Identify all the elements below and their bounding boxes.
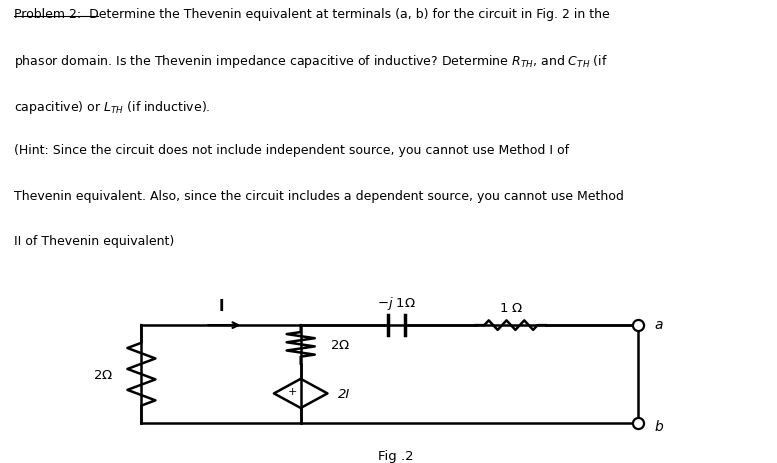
Text: phasor domain. Is the Thevenin impedance capacitive of inductive? Determine $R_{: phasor domain. Is the Thevenin impedance… (14, 53, 608, 70)
Text: Problem 2:  Determine the Thevenin equivalent at terminals (a, b) for the circui: Problem 2: Determine the Thevenin equiva… (14, 8, 610, 21)
Text: 2$\Omega$: 2$\Omega$ (330, 338, 350, 351)
Text: $-j$ 1$\Omega$: $-j$ 1$\Omega$ (377, 295, 416, 312)
Text: capacitive) or $L_{TH}$ (if inductive).: capacitive) or $L_{TH}$ (if inductive). (14, 99, 211, 115)
Text: Thevenin equivalent. Also, since the circuit includes a dependent source, you ca: Thevenin equivalent. Also, since the cir… (14, 189, 624, 202)
Text: 2I: 2I (338, 387, 350, 400)
Text: +: + (287, 387, 297, 396)
Text: (Hint: Since the circuit does not include independent source, you cannot use Met: (Hint: Since the circuit does not includ… (14, 144, 569, 157)
Text: 2$\Omega$: 2$\Omega$ (93, 368, 113, 381)
Text: b: b (654, 419, 663, 433)
Text: II of Thevenin equivalent): II of Thevenin equivalent) (14, 235, 174, 248)
Text: Fig .2: Fig .2 (378, 449, 414, 462)
Text: I: I (218, 299, 224, 313)
Text: a: a (654, 317, 663, 331)
Text: 1 $\Omega$: 1 $\Omega$ (499, 301, 523, 314)
